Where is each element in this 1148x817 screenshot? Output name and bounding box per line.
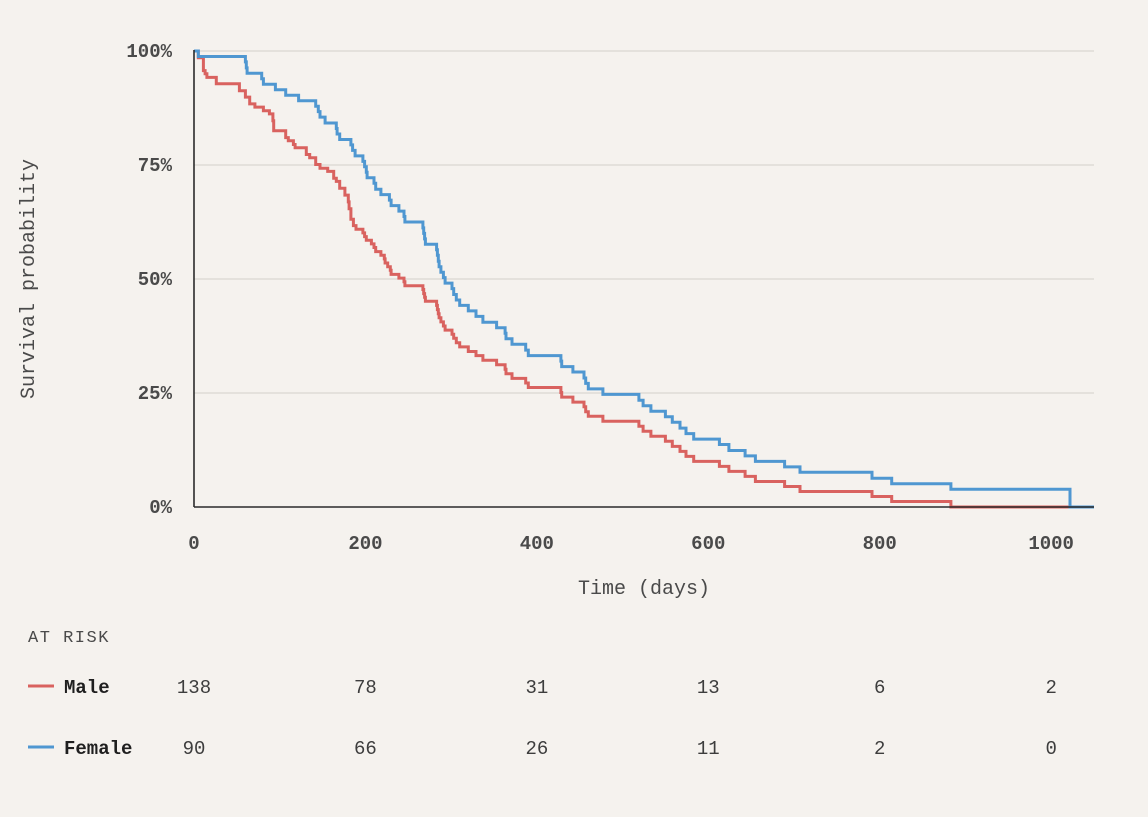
y-tick-label-2: 50% bbox=[138, 269, 173, 291]
x-tick-label-5: 1000 bbox=[1028, 533, 1074, 555]
survival-lines bbox=[194, 49, 1094, 509]
at-risk-count-male-3: 13 bbox=[697, 677, 720, 699]
at-risk-table: Male 138 78 31 13 6 2 Female 90 66 26 11 2 0 bbox=[28, 677, 1057, 760]
at-risk-count-female-1: 66 bbox=[354, 738, 377, 760]
axes bbox=[193, 50, 1094, 508]
at-risk-count-male-0: 138 bbox=[177, 677, 211, 699]
at-risk-count-female-3: 11 bbox=[697, 738, 720, 760]
y-tick-label-0: 0% bbox=[149, 497, 172, 519]
y-tick-labels: 0% 25% 50% 75% 100% bbox=[126, 41, 172, 519]
at-risk-label-female: Female bbox=[64, 738, 132, 760]
at-risk-count-male-4: 6 bbox=[874, 677, 885, 699]
grid-lines bbox=[194, 50, 1094, 394]
at-risk-count-female-5: 0 bbox=[1045, 738, 1056, 760]
y-tick-label-4: 100% bbox=[126, 41, 172, 63]
at-risk-label-male: Male bbox=[64, 677, 110, 699]
x-tick-label-3: 600 bbox=[691, 533, 725, 555]
y-tick-label-3: 75% bbox=[138, 155, 173, 177]
x-tick-label-4: 800 bbox=[863, 533, 897, 555]
y-axis-label: Survival probability bbox=[18, 159, 41, 399]
x-axis-label: Time (days) bbox=[578, 578, 710, 601]
at-risk-count-female-2: 26 bbox=[525, 738, 548, 760]
survival-line-female bbox=[194, 49, 1094, 509]
at-risk-count-male-5: 2 bbox=[1045, 677, 1056, 699]
at-risk-count-female-4: 2 bbox=[874, 738, 885, 760]
x-tick-labels: 0 200 400 600 800 1000 bbox=[188, 533, 1074, 555]
survival-line-male bbox=[194, 49, 1094, 509]
at-risk-count-male-1: 78 bbox=[354, 677, 377, 699]
at-risk-title: AT RISK bbox=[28, 629, 110, 648]
at-risk-count-male-2: 31 bbox=[525, 677, 548, 699]
y-tick-label-1: 25% bbox=[138, 383, 173, 405]
at-risk-count-female-0: 90 bbox=[183, 738, 206, 760]
x-tick-label-2: 400 bbox=[520, 533, 554, 555]
x-tick-label-0: 0 bbox=[188, 533, 199, 555]
x-tick-label-1: 200 bbox=[348, 533, 382, 555]
